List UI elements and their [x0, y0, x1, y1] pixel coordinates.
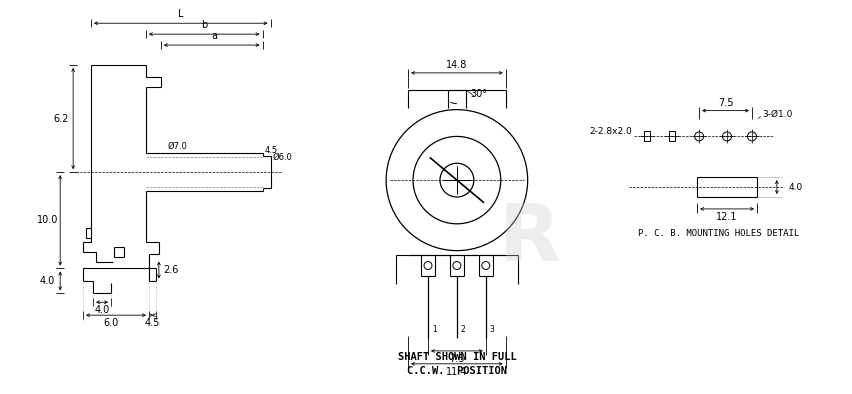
Text: 30°: 30°	[469, 89, 486, 99]
Text: 3: 3	[489, 325, 494, 334]
Text: Ø7.0: Ø7.0	[168, 142, 187, 151]
Text: 2.6: 2.6	[163, 265, 178, 275]
Text: 4.0: 4.0	[39, 276, 55, 286]
Text: 3-Ø1.0: 3-Ø1.0	[761, 110, 792, 119]
Text: 2-2.8x2.0: 2-2.8x2.0	[589, 127, 631, 136]
Bar	[669, 132, 675, 141]
Text: 4.0: 4.0	[95, 305, 110, 315]
Text: C.C.W.  POSITION: C.C.W. POSITION	[406, 366, 506, 376]
Text: L: L	[178, 9, 183, 19]
Text: 6.2: 6.2	[54, 113, 69, 124]
Text: 14.8: 14.8	[446, 60, 467, 70]
Text: Ø6.0: Ø6.0	[272, 153, 292, 162]
Text: 11.4: 11.4	[446, 367, 467, 377]
Text: 4.5: 4.5	[145, 318, 160, 328]
Text: 4.5: 4.5	[264, 146, 278, 155]
Text: 6.0: 6.0	[103, 318, 118, 328]
Text: SHAFT SHOWN IN FULL: SHAFT SHOWN IN FULL	[397, 352, 515, 362]
Bar	[643, 132, 649, 141]
Text: a: a	[211, 31, 217, 41]
Text: 2: 2	[460, 325, 465, 334]
Text: R: R	[498, 200, 560, 278]
Text: 4.0: 4.0	[788, 182, 802, 191]
Text: 10.0: 10.0	[37, 216, 58, 225]
Text: P. C. B. MOUNTING HOLES DETAIL: P. C. B. MOUNTING HOLES DETAIL	[637, 229, 798, 238]
Text: 7.5: 7.5	[449, 354, 464, 364]
Text: 12.1: 12.1	[716, 212, 737, 222]
Text: b: b	[201, 20, 207, 30]
Text: 1: 1	[431, 325, 436, 334]
Text: 7.5: 7.5	[717, 98, 733, 108]
